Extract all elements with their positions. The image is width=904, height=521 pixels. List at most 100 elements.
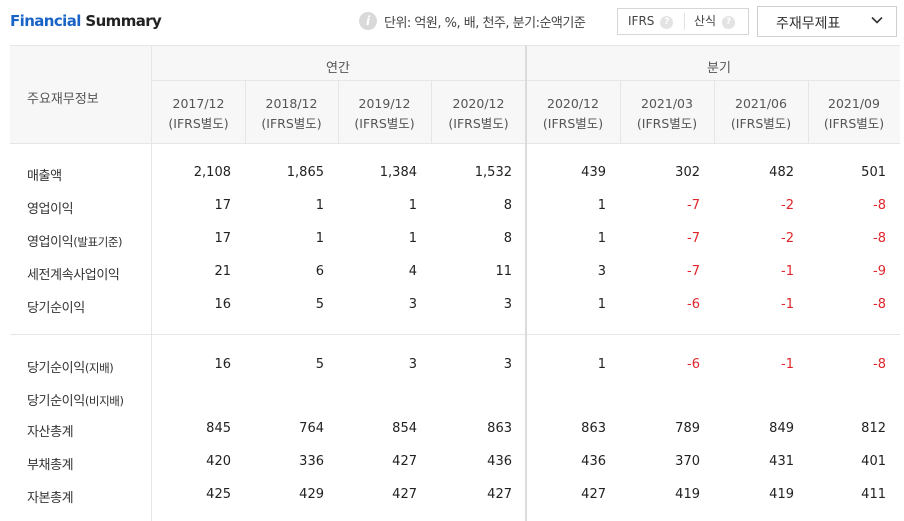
table-cell: 21 <box>214 264 231 279</box>
statement-dropdown[interactable]: 주재무제표 <box>757 6 897 37</box>
table-cell: 419 <box>769 487 794 502</box>
column-header-period: 2018/12 <box>265 96 318 111</box>
table-cell: -2 <box>781 198 794 213</box>
annual-quarter-divider <box>525 45 527 521</box>
column-header-period: 2017/12 <box>172 96 225 111</box>
table-cell: 429 <box>299 487 324 502</box>
ifrs-label: IFRS <box>628 14 655 28</box>
dropdown-label: 주재무제표 <box>776 16 841 32</box>
column-header-period: 2020/12 <box>452 96 505 111</box>
title-summary: Summary <box>80 12 162 30</box>
help-icon[interactable]: ? <box>722 16 736 29</box>
row-label-sub: (발표기준) <box>73 235 123 249</box>
row-label: 당기순이익(비지배) <box>27 390 124 409</box>
label-column-divider <box>151 45 152 521</box>
table-cell: 16 <box>214 297 231 312</box>
table-cell: 1,532 <box>474 165 512 180</box>
table-cell: 2,108 <box>193 165 231 180</box>
formula-label: 산식 <box>694 14 717 28</box>
table-cell: 863 <box>581 421 606 436</box>
financial-summary-table: 주요재무정보 연간 분기 2017/12 (IFRS별도) 2018/12 (IFRS… <box>10 45 900 521</box>
table-cell: 849 <box>769 421 794 436</box>
column-header-basis: (IFRS별도) <box>730 116 792 131</box>
table-cell: 1 <box>597 297 606 312</box>
formula-option[interactable]: 산식? <box>694 9 736 34</box>
table-cell: 1 <box>597 231 606 246</box>
section-title: Financial Summary <box>10 12 162 30</box>
row-label-main: 세전계속사업이익 <box>27 268 120 283</box>
title-financial: Financial <box>10 12 81 30</box>
table-cell: 420 <box>206 454 231 469</box>
table-cell: 1 <box>315 198 324 213</box>
table-cell: -7 <box>687 198 700 213</box>
table-cell: 1 <box>408 198 417 213</box>
table-cell: 1,384 <box>379 165 417 180</box>
row-label-main: 자본총계 <box>27 491 74 506</box>
row-label: 영업이익(발표기준) <box>27 231 123 250</box>
column-divider <box>620 80 621 143</box>
column-header-basis: (IFRS별도) <box>448 116 509 131</box>
column-divider <box>245 80 246 143</box>
toggle-divider <box>684 13 685 30</box>
row-label: 매출액 <box>27 165 62 184</box>
table-cell: 863 <box>487 421 512 436</box>
table-cell: -6 <box>687 297 700 312</box>
chevron-down-icon <box>871 16 883 24</box>
group-annual: 연간 <box>326 61 350 76</box>
table-cell: 854 <box>392 421 417 436</box>
column-header-period: 2021/03 <box>641 96 693 111</box>
table-cell: -8 <box>873 297 886 312</box>
row-label: 당기순이익 <box>27 297 85 316</box>
table-cell: 3 <box>597 264 606 279</box>
table-top-border <box>10 45 900 46</box>
table-cell: 17 <box>214 231 231 246</box>
table-cell: 3 <box>503 357 512 372</box>
table-cell: 1 <box>315 231 324 246</box>
ifrs-option[interactable]: IFRS? <box>628 9 674 34</box>
table-cell: 764 <box>299 421 324 436</box>
table-cell: 5 <box>315 357 324 372</box>
table-cell: -2 <box>781 231 794 246</box>
table-cell: -9 <box>873 264 886 279</box>
column-header-basis: (IFRS별도) <box>354 116 415 131</box>
table-cell: -1 <box>781 264 794 279</box>
table-cell: 427 <box>392 454 417 469</box>
section-divider <box>10 334 900 335</box>
table-cell: 1 <box>597 357 606 372</box>
table-cell: 419 <box>675 487 700 502</box>
row-label-main: 당기순이익 <box>27 301 85 316</box>
table-cell: 425 <box>206 487 231 502</box>
table-cell: 16 <box>214 357 231 372</box>
column-header-basis: (IFRS별도) <box>636 116 698 131</box>
table-cell: 501 <box>861 165 886 180</box>
row-label: 자본총계 <box>27 487 74 506</box>
table-cell: 370 <box>675 454 700 469</box>
column-header-basis: (IFRS별도) <box>542 116 604 131</box>
column-divider <box>338 80 339 143</box>
table-cell: 812 <box>861 421 886 436</box>
table-cell: -8 <box>873 357 886 372</box>
table-cell: 336 <box>299 454 324 469</box>
table-cell: 302 <box>675 165 700 180</box>
row-label-sub: (지배) <box>84 361 114 375</box>
table-cell: 436 <box>487 454 512 469</box>
column-header-period: 2021/06 <box>735 96 787 111</box>
table-cell: 789 <box>675 421 700 436</box>
column-header-period: 2021/09 <box>828 96 880 111</box>
row-label: 세전계속사업이익 <box>27 264 120 283</box>
row-label-sub: (비지배) <box>84 394 124 408</box>
table-cell: 411 <box>861 487 886 502</box>
help-icon[interactable]: ? <box>660 16 674 29</box>
table-cell: -7 <box>687 264 700 279</box>
row-label: 자산총계 <box>27 421 74 440</box>
table-cell: 1,865 <box>286 165 324 180</box>
info-icon[interactable]: i <box>359 12 377 30</box>
table-cell: -1 <box>781 297 794 312</box>
row-label-main: 영업이익 <box>27 202 74 217</box>
column-header-basis: (IFRS별도) <box>261 116 322 131</box>
column-header-basis: (IFRS별도) <box>823 116 885 131</box>
table-cell: 3 <box>408 297 417 312</box>
row-label-main: 영업이익 <box>27 235 74 250</box>
table-cell: -7 <box>687 231 700 246</box>
row-label-main: 당기순이익 <box>27 394 85 409</box>
